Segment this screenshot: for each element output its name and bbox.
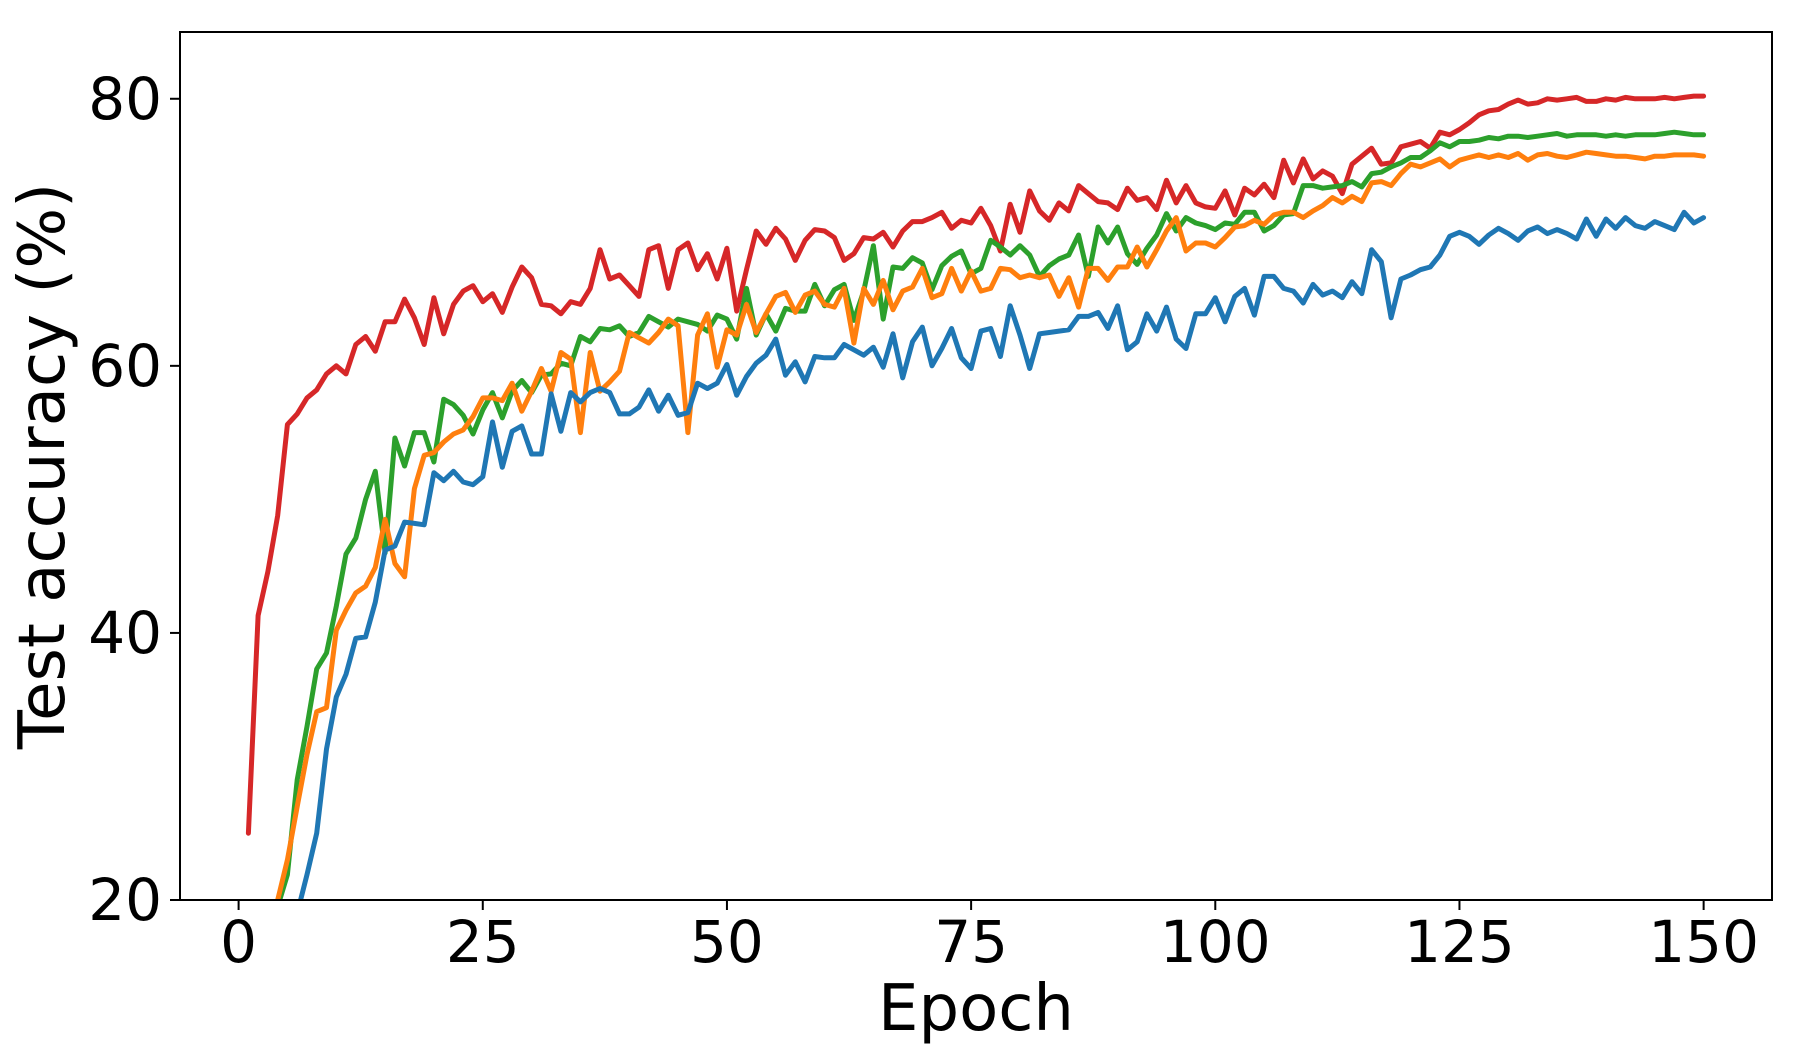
series-line-3 <box>275 149 1707 900</box>
x-tick-label: 150 <box>1648 908 1759 976</box>
series-line-1 <box>245 93 1707 836</box>
x-tick-label: 100 <box>1160 908 1271 976</box>
series-layer <box>245 93 1707 900</box>
x-tick-label: 25 <box>446 908 520 976</box>
ticks-layer: 0 25 50 75 100 125 150 20 40 60 80 <box>88 65 1759 976</box>
x-tick-label: 0 <box>220 908 257 976</box>
y-tick-label: 60 <box>88 332 162 400</box>
x-axis-label: Epoch <box>878 972 1074 1046</box>
y-axis-label: Test accuracy (%) <box>6 183 80 750</box>
series-line-2 <box>277 129 1707 900</box>
y-tick-label: 80 <box>88 65 162 133</box>
series-line-4 <box>298 209 1707 900</box>
plot-frame <box>179 31 1773 901</box>
x-tick-label: 50 <box>690 908 764 976</box>
y-tick-label: 40 <box>88 599 162 667</box>
x-tick-label: 75 <box>934 908 1008 976</box>
y-tick-label: 20 <box>88 866 162 934</box>
x-tick-label: 125 <box>1404 908 1515 976</box>
